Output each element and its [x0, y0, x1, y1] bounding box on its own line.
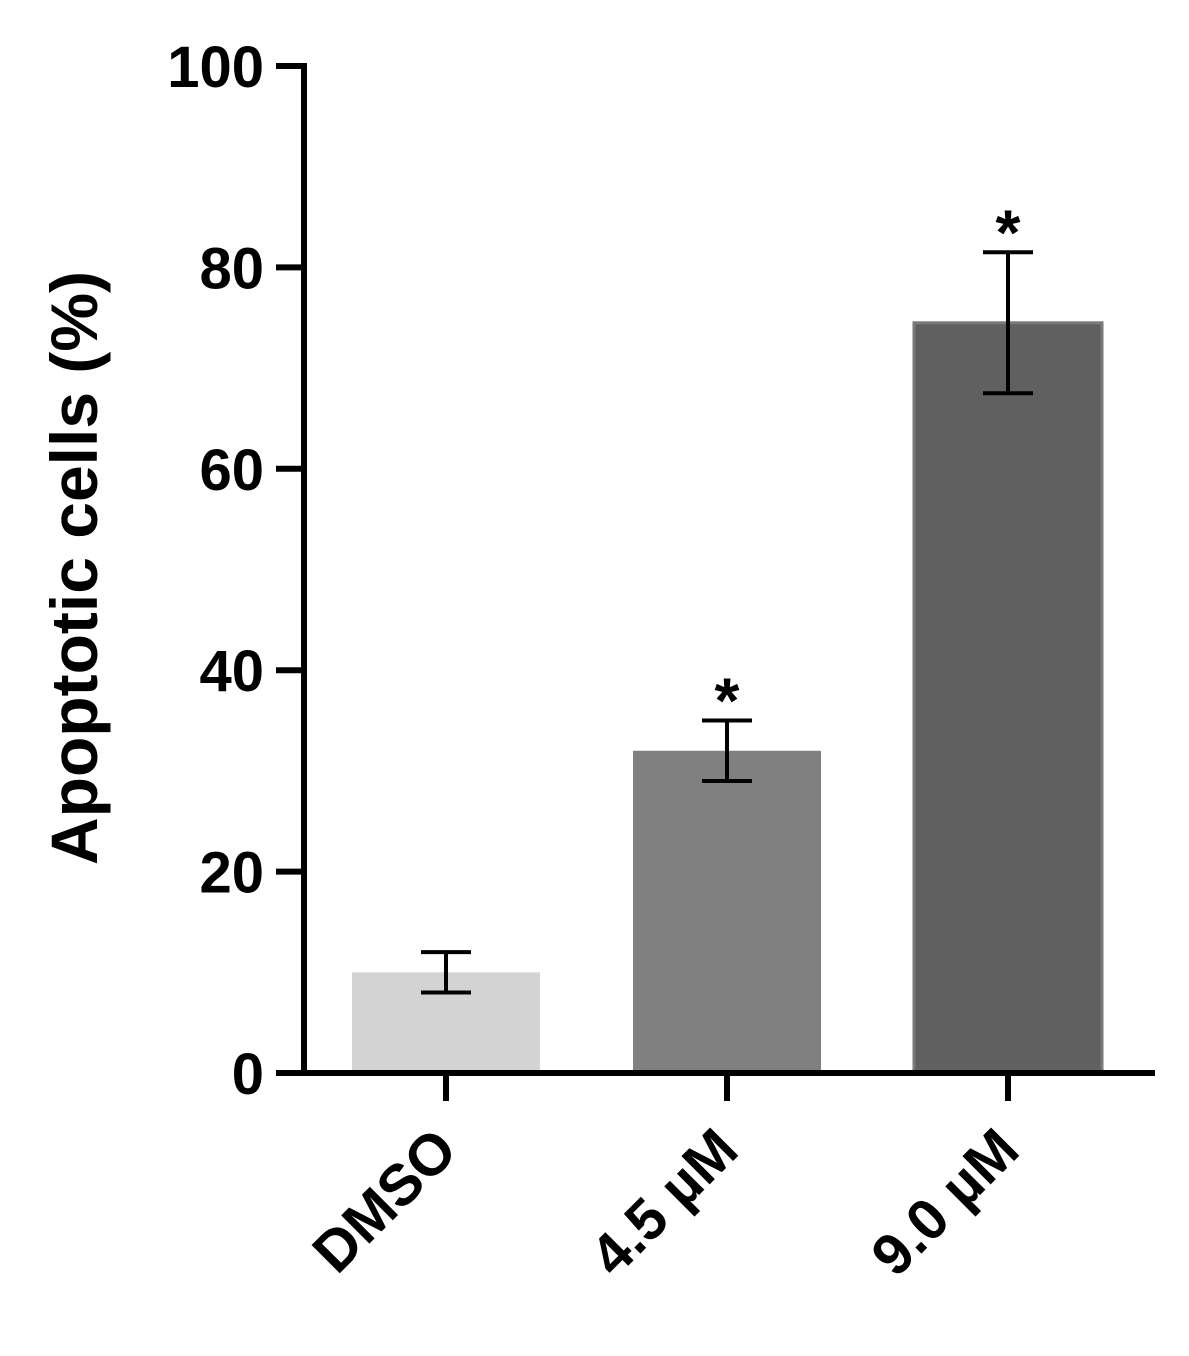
error-bars — [421, 250, 1033, 995]
y-tick-label: 60 — [199, 438, 264, 503]
y-tick-label: 40 — [199, 639, 264, 704]
x-tick-label: 9.0 µM — [859, 1116, 1031, 1288]
y-tick-label: 80 — [199, 236, 264, 301]
x-tick-label: DMSO — [300, 1116, 469, 1285]
y-axis-title: Apoptotic cells (%) — [37, 271, 111, 865]
significance-star: * — [715, 665, 740, 737]
bar-2 — [912, 321, 1104, 1075]
bars — [352, 321, 1104, 1075]
y-tick-label: 20 — [199, 841, 264, 906]
significance-star: * — [996, 196, 1021, 268]
y-tick-label: 0 — [232, 1042, 264, 1107]
x-axis-ticks: DMSO 4.5 µM 9.0 µM — [300, 1073, 1031, 1288]
significance-markers: ** — [715, 196, 1021, 736]
bar-1 — [633, 750, 821, 1073]
x-tick-label: 4.5 µM — [578, 1116, 750, 1288]
y-tick-label: 100 — [167, 35, 264, 100]
y-axis-ticks: 0 20 40 60 80 100 — [167, 35, 304, 1107]
